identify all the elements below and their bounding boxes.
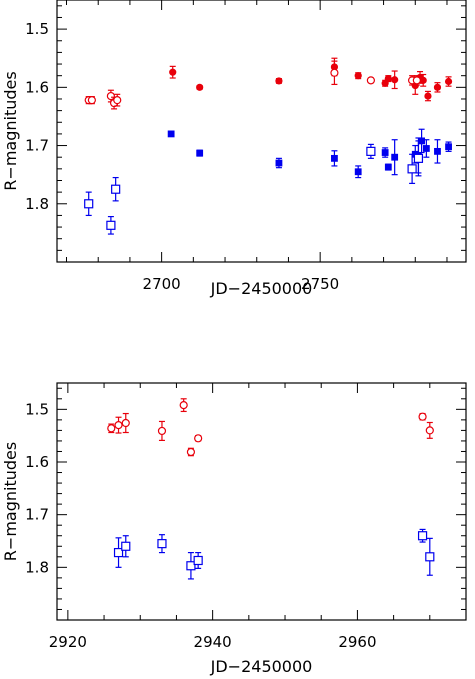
data-point [366,146,376,156]
data-point [157,539,167,549]
data-point [424,92,432,100]
data-point [331,154,338,162]
data-point [412,76,421,85]
data-point [196,83,204,91]
data-point [121,541,131,551]
x-tick-label: 2940 [194,633,232,651]
x-tick-label: 2920 [49,633,87,651]
data-point [107,424,116,433]
plot-frame [56,0,467,263]
data-point [444,77,453,86]
data-point [194,434,203,443]
x-tick-label: 2960 [338,633,376,651]
data-point [391,76,399,84]
data-point [366,76,375,85]
data-point [434,147,441,155]
y-tick-label: 1.7 [25,506,49,524]
data-point [384,163,392,171]
data-point [384,74,392,83]
data-point [87,96,96,105]
data-point [275,159,283,167]
data-point [275,77,283,85]
data-point [111,184,121,194]
data-point [354,72,362,80]
y-tick-label: 1.5 [25,400,49,418]
y-tick-label: 1.6 [25,453,49,471]
data-point [121,418,130,428]
series-1 [107,398,434,457]
plot-frame [56,382,467,621]
data-point [106,220,116,230]
y-axis-label: R−magnitudes [1,71,20,190]
data-point [330,68,339,77]
data-point [433,83,442,91]
data-point [407,164,417,174]
series-2 [113,528,435,580]
data-point [179,401,188,410]
data-point [186,561,196,571]
data-point [445,143,452,151]
data-point [186,447,196,457]
y-tick-label: 1.8 [25,195,49,213]
data-point [381,149,389,156]
panel-1: 2700 2750 1.5 1.6 1.7 1.8 JD−2450000 R−magnitud… [1,0,467,298]
data-point [84,199,94,209]
data-point [114,421,123,430]
x-axis-label: JD−2450000 [210,657,313,676]
data-point [422,145,430,152]
y-tick-label: 1.5 [25,20,49,38]
data-point [113,547,124,558]
panel-2: 2920 2940 2960 1.5 1.6 1.7 1.8 JD−2450000 R−magn… [1,382,467,676]
y-tick-label: 1.8 [25,558,49,576]
data-point [417,531,428,541]
y-tick-label: 1.6 [25,78,49,96]
data-point [354,168,362,176]
data-point [157,426,167,436]
data-point [425,426,434,435]
data-point [425,552,435,562]
x-tick-label: 2750 [301,275,339,293]
series-4 [84,140,424,235]
y-axis-label: R−magnitudes [1,442,20,561]
data-point [106,91,115,101]
data-point [391,153,399,161]
data-point [418,412,427,421]
data-point [193,555,203,566]
data-point [419,76,427,84]
data-point [169,68,177,76]
x-tick-label: 2700 [143,275,181,293]
x-axis-label: JD−2450000 [210,279,313,298]
series-2 [84,60,421,110]
data-point [196,149,204,157]
data-point [167,130,175,138]
data-point [113,96,122,105]
data-point [413,153,424,163]
y-tick-label: 1.7 [25,137,49,155]
